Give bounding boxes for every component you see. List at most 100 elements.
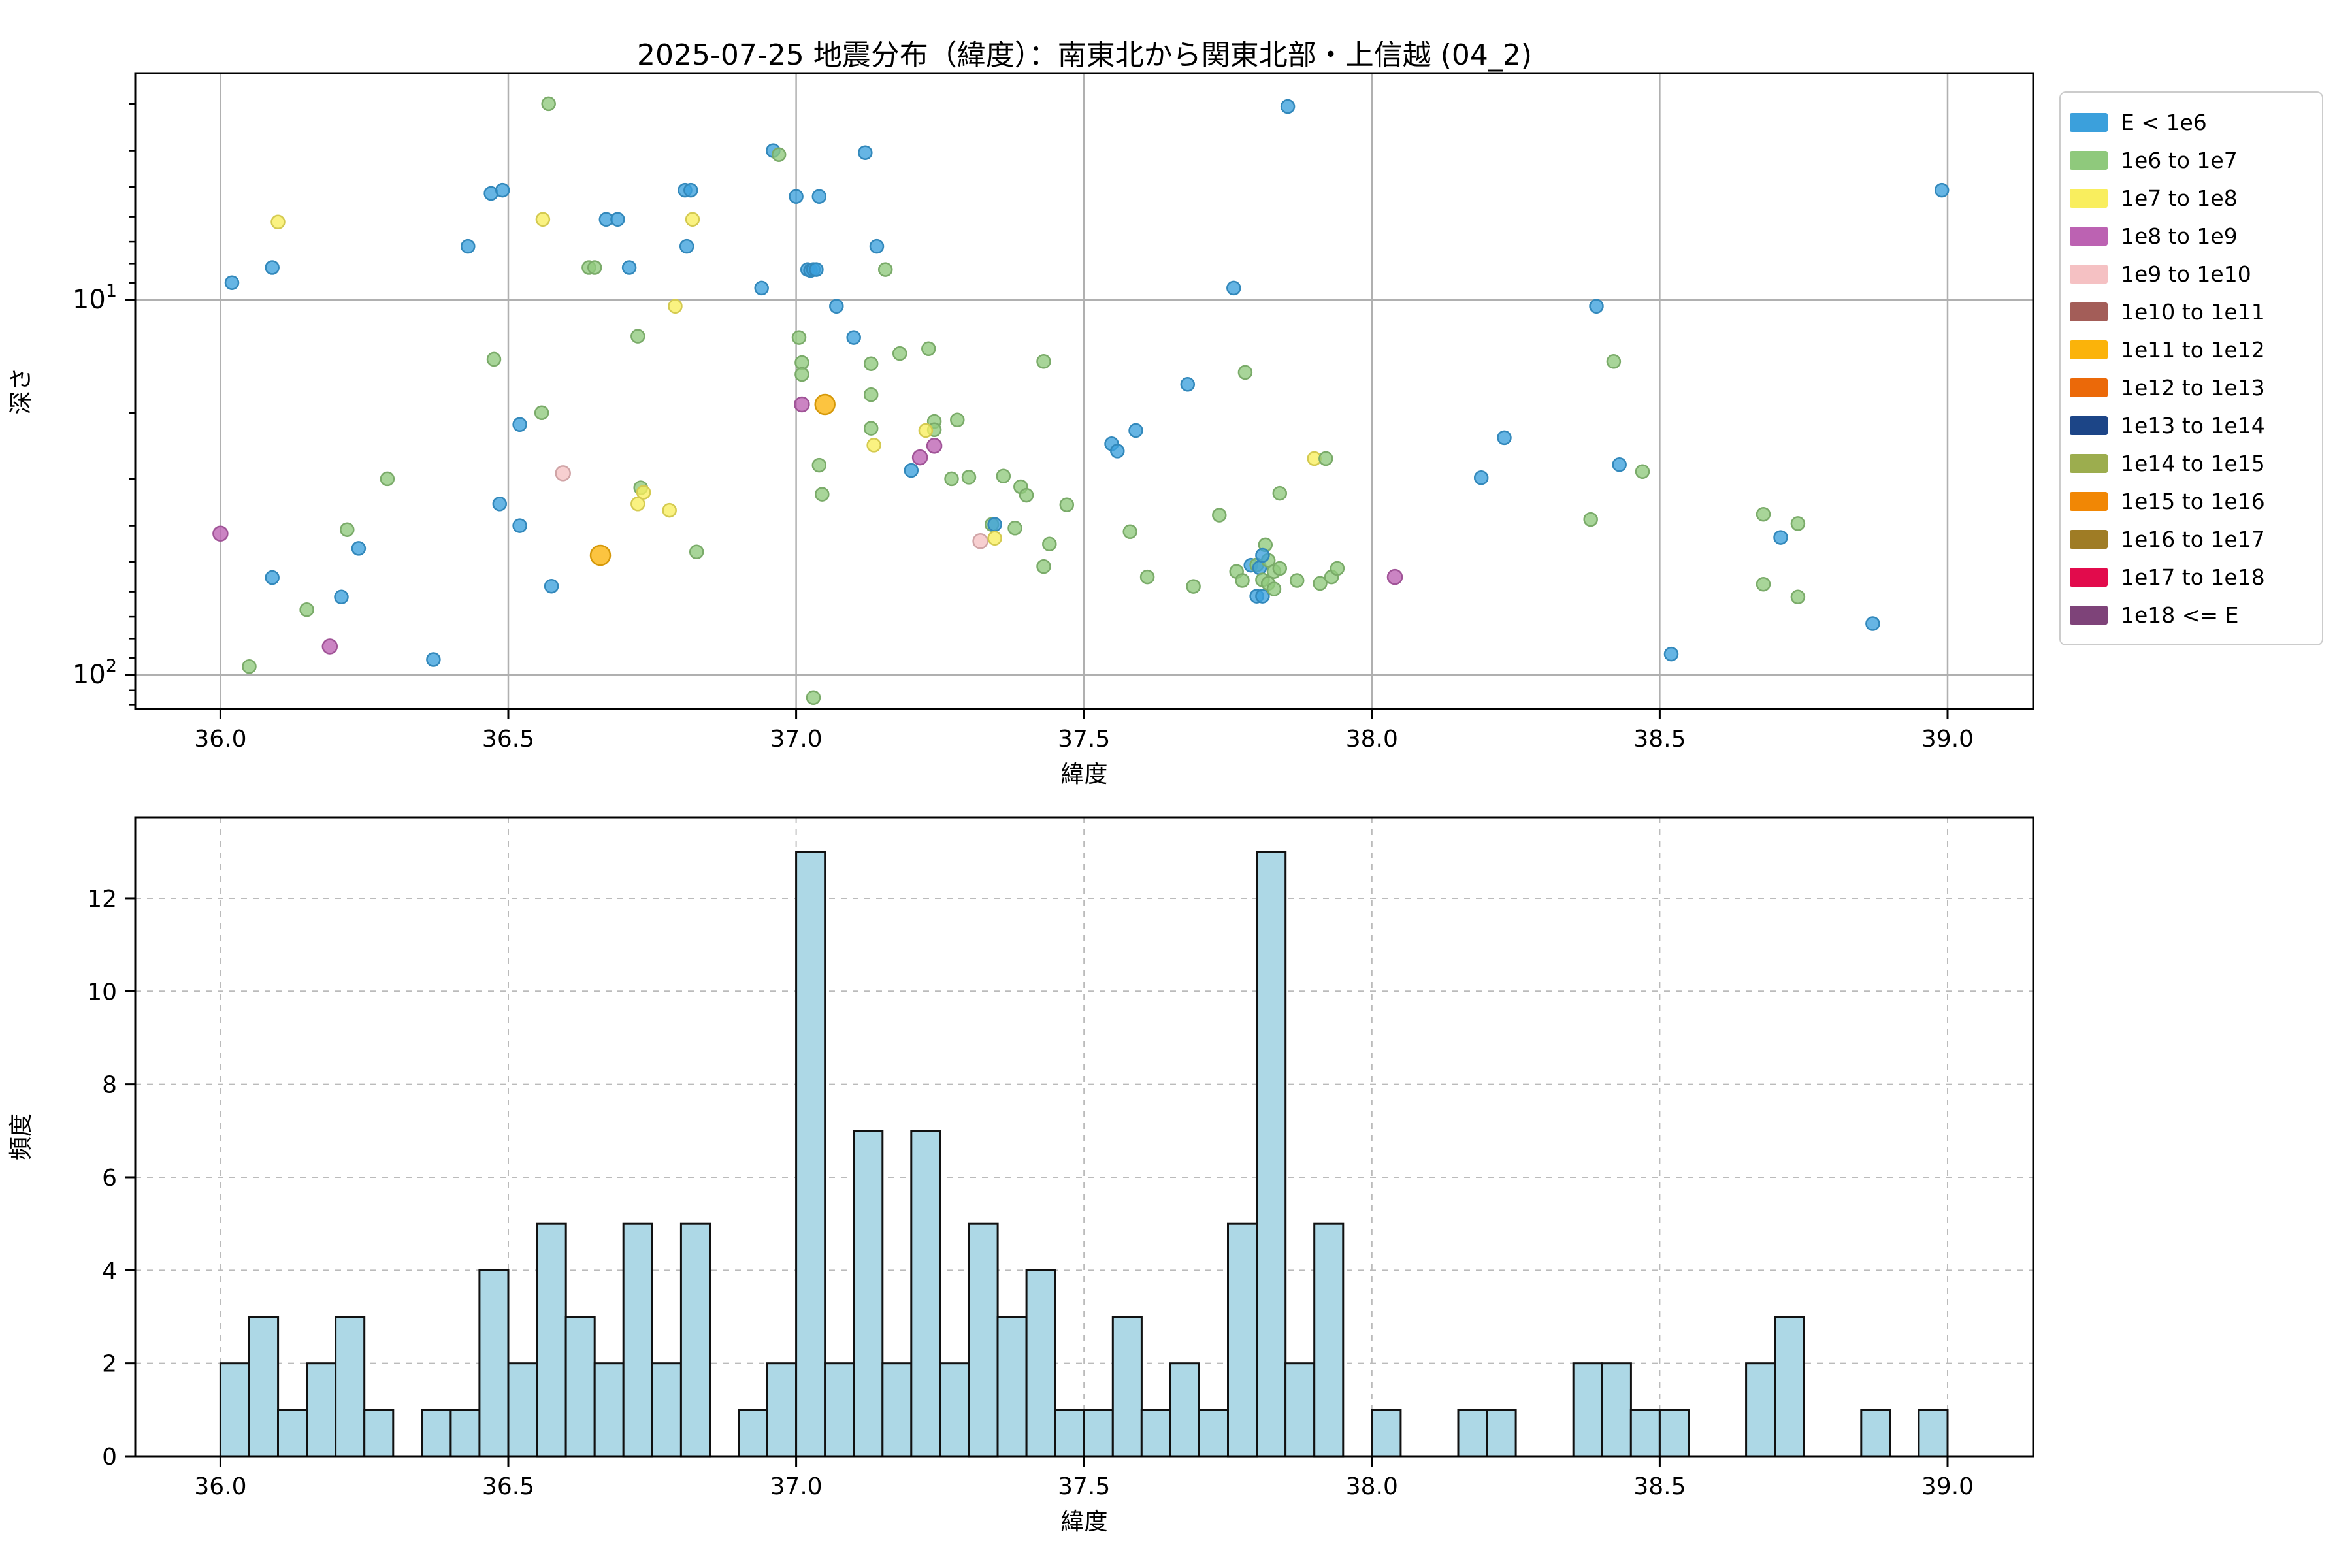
histogram-bar [1140,1409,1171,1458]
hist-xtick-label: 37.0 [770,1473,823,1500]
chart-title: 2025-07-25 地震分布（緯度）：南東北から関東北部・上信越 (04_2) [637,39,1532,72]
scatter-point [806,690,821,706]
scatter-point [771,147,787,162]
scatter-point [668,299,683,314]
scatter-point [630,329,645,344]
hist-ytick-label: 8 [102,1072,117,1099]
legend-swatch [2070,491,2108,511]
scatter-point [1007,521,1022,536]
histogram-bar [651,1362,682,1458]
scatter-point [587,260,602,275]
scatter-ytick-label: 102 [73,656,117,690]
scatter-point [1330,561,1345,576]
legend-item: 1e10 to 1e11 [2070,293,2313,331]
scatter-point [1255,547,1270,563]
legend-item: 1e8 to 1e9 [2070,217,2313,255]
legend-item: 1e9 to 1e10 [2070,255,2313,293]
scatter-point [1272,485,1288,501]
legend-label: 1e13 to 1e14 [2121,412,2265,438]
legend-label: 1e8 to 1e9 [2121,223,2238,249]
legend-label: 1e7 to 1e8 [2121,185,2238,211]
scatter-point [589,544,612,566]
scatter-point [811,457,827,473]
histogram-bar [507,1362,538,1458]
scatter-point [630,497,645,512]
scatter-point [794,367,809,382]
scatter-point [242,659,257,674]
scatter-point [863,356,879,371]
scatter-point [212,525,229,542]
histogram-bar [219,1362,250,1458]
scatter-point [683,182,698,198]
scatter-point [911,449,928,466]
scatter-point [426,652,441,667]
scatter-point [495,182,510,198]
scatter-xtick-label: 37.5 [1058,726,1110,753]
scatter-point [1235,573,1250,588]
scatter-point [1019,487,1034,503]
scatter-point [987,517,1002,532]
scatter-xtick-label: 39.0 [1921,726,1974,753]
scatter-point [1036,559,1051,574]
scatter-point [544,578,559,594]
scatter-point [877,262,893,277]
scatter-point [1773,530,1788,545]
histogram-bar [277,1409,308,1458]
histogram-bar [1745,1362,1776,1458]
scatter-point [892,346,907,361]
histogram-bar [1025,1269,1056,1458]
scatter-point [972,533,988,549]
scatter-point [921,341,936,357]
hist-ytick-label: 0 [102,1444,117,1471]
hist-xaxis-label: 緯度 [1060,1509,1107,1535]
histogram-bar [1658,1409,1690,1458]
hist-ytick-label: 4 [102,1258,117,1284]
histogram-bar [248,1316,280,1458]
scatter-point [863,421,879,436]
legend: E < 1e6 1e6 to 1e7 1e7 to 1e8 1e8 to 1e9 1e9… [2059,91,2323,645]
legend-item: 1e17 to 1e18 [2070,558,2313,596]
legend-swatch [2070,112,2108,132]
scatter-point [944,471,959,487]
legend-swatch [2070,529,2108,549]
legend-label: 1e18 <= E [2121,602,2239,628]
scatter-point [1589,299,1604,314]
histogram-bar [1313,1222,1345,1458]
scatter-point [904,463,919,478]
histogram-bar [536,1222,567,1458]
scatter-point [1272,561,1288,576]
scatter-point [1756,506,1771,522]
legend-swatch [2070,264,2108,284]
scatter-point [636,485,651,500]
legend-label: 1e15 to 1e16 [2121,488,2265,514]
scatter-point [926,438,943,454]
scatter-point [794,396,810,413]
legend-item: 1e18 <= E [2070,596,2313,634]
histogram-bar [564,1316,596,1458]
histogram-bar [1486,1409,1517,1458]
scatter-point [1226,280,1241,296]
scatter-point [789,189,804,204]
histogram-bar [968,1222,999,1458]
scatter-xtick-label: 38.5 [1633,726,1686,753]
scatter-point [535,212,551,227]
hist-ytick-label: 12 [87,886,117,913]
histogram-bar [1256,851,1287,1458]
scatter-point [555,465,571,482]
scatter-point [1386,568,1403,585]
histogram-bar [449,1409,481,1458]
legend-swatch [2070,416,2108,435]
scatter-point [1497,430,1512,446]
histogram-bar [910,1130,941,1458]
histogram-bar [1111,1316,1143,1458]
legend-label: 1e10 to 1e11 [2121,299,2265,325]
legend-item: 1e13 to 1e14 [2070,406,2313,444]
legend-label: 1e6 to 1e7 [2121,147,2238,173]
scatter-ytick-label: 101 [73,281,117,315]
scatter-point [950,412,965,428]
scatter-point [1180,377,1196,392]
hist-xtick-label: 39.0 [1921,1473,1974,1500]
histogram-bar [996,1316,1028,1458]
legend-swatch [2070,150,2108,170]
scatter-point [961,470,977,485]
